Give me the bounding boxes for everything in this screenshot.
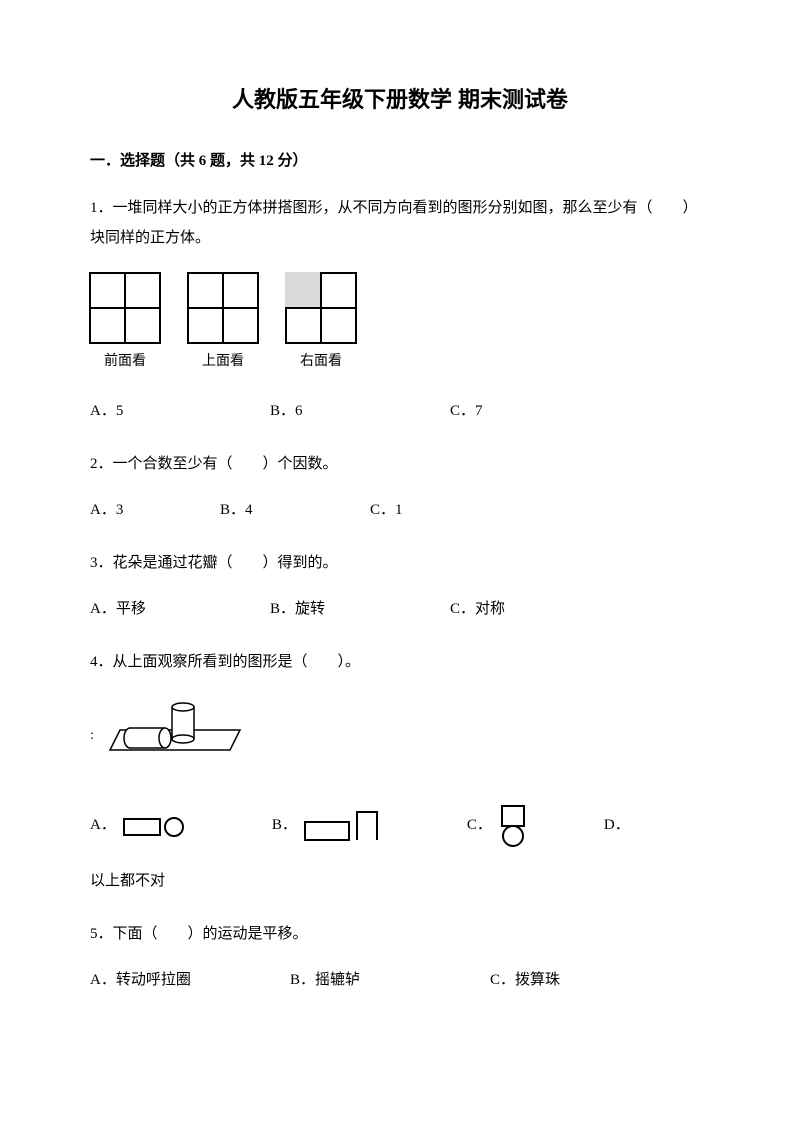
q4-opt-c-icon bbox=[498, 804, 528, 848]
q2-opt-a[interactable]: A．3 bbox=[90, 497, 220, 524]
q1-view-front: 前面看 bbox=[90, 273, 160, 374]
q3-opt-c[interactable]: C．对称 bbox=[450, 596, 630, 623]
label-right: 右面看 bbox=[300, 349, 342, 374]
q4-text: 4．从上面观察所看到的图形是（ ）。 bbox=[90, 647, 710, 677]
grid-right bbox=[286, 273, 356, 343]
grid-top bbox=[188, 273, 258, 343]
q3-opt-b[interactable]: B．旋转 bbox=[270, 596, 450, 623]
q5-opt-b[interactable]: B．摇辘轳 bbox=[290, 967, 490, 994]
q1-view-right: 右面看 bbox=[286, 273, 356, 374]
label-front: 前面看 bbox=[104, 349, 146, 374]
q4-opt-b[interactable]: B． bbox=[272, 808, 381, 844]
q4-opt-a[interactable]: A． bbox=[90, 811, 186, 841]
label-top: 上面看 bbox=[202, 349, 244, 374]
q3-opt-a[interactable]: A．平移 bbox=[90, 596, 270, 623]
q1-views: 前面看 上面看 右面看 bbox=[90, 273, 710, 374]
q1-opt-a[interactable]: A．5 bbox=[90, 398, 270, 425]
q5-opt-c[interactable]: C．拨算珠 bbox=[490, 967, 650, 994]
q1-options: A．5 B．6 C．7 bbox=[90, 398, 710, 425]
q2-text: 2．一个合数至少有（ ）个因数。 bbox=[90, 449, 710, 479]
q4-opt-a-label: A． bbox=[90, 812, 116, 839]
q4-opt-d[interactable]: D． bbox=[604, 812, 630, 839]
q2-options: A．3 B．4 C．1 bbox=[90, 497, 710, 524]
q4-opt-c-label: C． bbox=[467, 812, 492, 839]
q5-text: 5．下面（ ）的运动是平移。 bbox=[90, 919, 710, 949]
q3-text: 3．花朵是通过花瓣（ ）得到的。 bbox=[90, 548, 710, 578]
q2-opt-b[interactable]: B．4 bbox=[220, 497, 370, 524]
q1-opt-c[interactable]: C．7 bbox=[450, 398, 630, 425]
q5-options: A．转动呼拉圈 B．摇辘轳 C．拨算珠 bbox=[90, 967, 710, 994]
q1-text: 1．一堆同样大小的正方体拼搭图形，从不同方向看到的图形分别如图，那么至少有（ ）… bbox=[90, 193, 710, 253]
q5-opt-a[interactable]: A．转动呼拉圈 bbox=[90, 967, 290, 994]
q4-opt-b-label: B． bbox=[272, 812, 297, 839]
q4-extra: 以上都不对 bbox=[90, 868, 710, 895]
q4-options: A． B． C． D． bbox=[90, 804, 710, 848]
q4-opt-b-icon bbox=[303, 808, 381, 844]
q4-figure: : bbox=[90, 695, 710, 776]
svg-text::: : bbox=[90, 728, 94, 743]
q4-opt-d-label: D． bbox=[604, 812, 630, 839]
q2-opt-c[interactable]: C．1 bbox=[370, 497, 500, 524]
section-header: 一．选择题（共 6 题，共 12 分） bbox=[90, 148, 710, 175]
q4-opt-a-icon bbox=[122, 811, 186, 841]
page-title: 人教版五年级下册数学 期末测试卷 bbox=[90, 80, 710, 120]
q4-opt-c[interactable]: C． bbox=[467, 804, 528, 848]
q3-options: A．平移 B．旋转 C．对称 bbox=[90, 596, 710, 623]
q1-opt-b[interactable]: B．6 bbox=[270, 398, 450, 425]
q1-view-top: 上面看 bbox=[188, 273, 258, 374]
grid-front bbox=[90, 273, 160, 343]
